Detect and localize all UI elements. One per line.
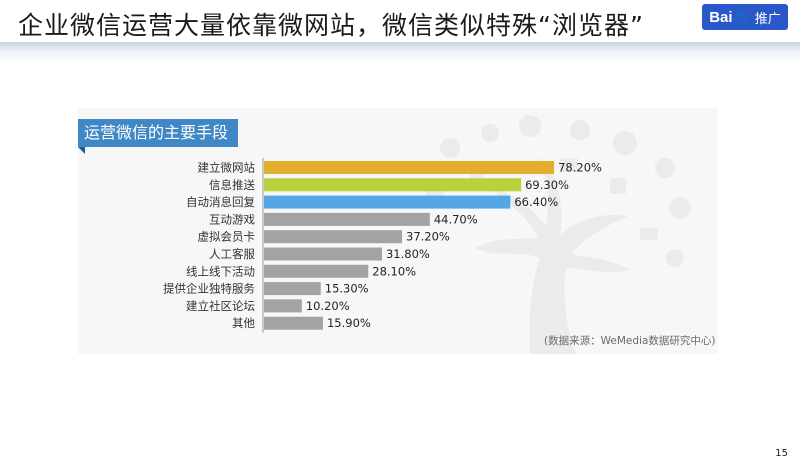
category-label: 虚拟会员卡 bbox=[198, 230, 256, 244]
data-label: 37.20% bbox=[406, 230, 450, 244]
bar bbox=[264, 299, 302, 313]
data-label: 66.40% bbox=[514, 195, 558, 209]
category-label: 人工客服 bbox=[209, 247, 255, 261]
bar bbox=[264, 264, 369, 278]
tab-fold-corner bbox=[78, 147, 85, 154]
category-label: 建立社区论坛 bbox=[186, 299, 255, 313]
baidu-promotion-logo: Bai🐾du推广 bbox=[702, 4, 788, 30]
page-number: 15 bbox=[775, 448, 788, 459]
bar bbox=[264, 178, 522, 192]
data-label: 28.10% bbox=[372, 264, 416, 278]
chart-title-tab: 运营微信的主要手段 bbox=[78, 119, 239, 147]
data-label: 10.20% bbox=[306, 299, 350, 313]
data-label: 15.90% bbox=[327, 316, 371, 330]
bar bbox=[264, 316, 323, 330]
bar bbox=[264, 247, 382, 261]
category-label: 自动消息回复 bbox=[186, 195, 255, 209]
title-divider bbox=[0, 42, 800, 64]
paw-icon: 🐾 bbox=[734, 9, 751, 24]
data-label: 44.70% bbox=[434, 212, 478, 226]
bar bbox=[264, 230, 403, 244]
bar bbox=[264, 282, 321, 296]
data-label: 15.30% bbox=[325, 282, 369, 296]
data-label: 69.30% bbox=[525, 178, 569, 192]
data-label: 78.20% bbox=[558, 161, 602, 175]
bar bbox=[264, 195, 511, 209]
data-label: 31.80% bbox=[386, 247, 430, 261]
logo-brand: Bai bbox=[709, 8, 733, 26]
category-label: 线上线下活动 bbox=[186, 264, 255, 278]
bar bbox=[264, 212, 430, 226]
category-label: 建立微网站 bbox=[198, 161, 256, 175]
data-source-note: (数据来源：WeMedia数据研究中心) bbox=[544, 335, 716, 347]
slide-title: 企业微信运营大量依靠微网站，微信类似特殊“浏览器” bbox=[18, 11, 644, 40]
category-label: 信息推送 bbox=[209, 178, 255, 192]
category-label: 其他 bbox=[232, 316, 255, 330]
bar bbox=[264, 161, 555, 174]
category-label: 提供企业独特服务 bbox=[163, 282, 255, 296]
category-label: 互动游戏 bbox=[209, 212, 255, 226]
logo-suffix: 推广 bbox=[754, 10, 781, 26]
